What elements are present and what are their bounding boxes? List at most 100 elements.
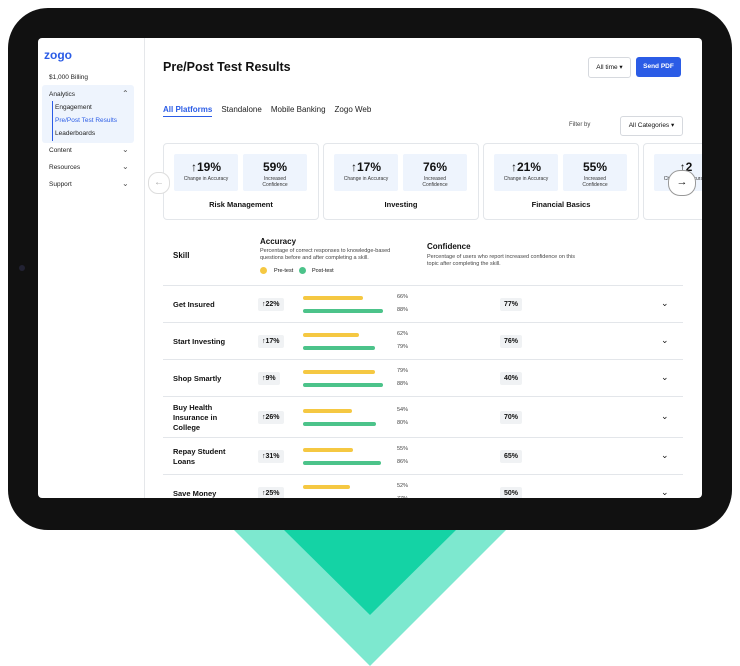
skill-name: Shop Smartly — [173, 373, 222, 383]
topic-name: Financial Basics — [531, 200, 591, 209]
legend-swatch — [260, 267, 267, 274]
skill-name: Buy Health Insurance in College — [173, 402, 218, 432]
prev-arrow[interactable]: ← — [148, 172, 170, 194]
pre-bar — [303, 332, 360, 337]
post-label: 77% — [397, 496, 408, 499]
pre-bar — [303, 447, 354, 452]
time-filter-label: All time — [596, 64, 618, 71]
change-pill: ↑22% — [258, 297, 284, 311]
nav-chevron: ⌄ — [122, 162, 129, 171]
confidence-label: Increased Confidence — [582, 176, 608, 188]
confidence-box: 76% Increased Confidence — [403, 154, 467, 191]
table-row[interactable]: Get Insured ↑22% 66% 88% 77% ⌄ — [163, 285, 683, 323]
table-row[interactable]: Start Investing ↑17% 62% 79% 76% ⌄ — [163, 322, 683, 360]
nav-item[interactable]: Leaderboards — [55, 130, 96, 137]
nav-group — [42, 85, 134, 143]
confidence-box: 59% Increased Confidence — [243, 154, 307, 191]
skill-name: Repay Student Loans — [173, 446, 226, 466]
confidence-pill: 40% — [500, 371, 523, 385]
skill-name: Save Money — [173, 488, 217, 498]
pre-label: 62% — [397, 330, 409, 337]
nav-chevron: ⌃ — [122, 89, 129, 98]
accuracy-label: Change in Accuracy — [183, 176, 229, 182]
nav-item[interactable]: Resources — [49, 164, 81, 171]
confidence-value: 55% — [582, 160, 608, 174]
category-filter[interactable]: All Categories ▾ — [620, 116, 683, 136]
tab[interactable]: Mobile Banking — [270, 105, 326, 114]
skill-name: Get Insured — [173, 299, 215, 309]
post-label: 79% — [397, 343, 409, 350]
expand-chevron[interactable]: ⌄ — [661, 371, 669, 382]
skill-header: Skill — [173, 251, 190, 260]
table-row[interactable]: Buy Health Insurance in College ↑26% 54% 80… — [163, 396, 683, 438]
confidence-box: 55% Increased Confidence — [563, 154, 627, 191]
change-pill: ↑26% — [258, 410, 284, 424]
accuracy-box: ↑19% Change in Accuracy — [174, 154, 238, 191]
table-row[interactable]: Save Money ↑25% 52% 77% 50% ⌄ — [163, 474, 683, 498]
accuracy-value: ↑17% — [350, 160, 382, 174]
confidence-pill: 50% — [500, 486, 523, 498]
pre-label: 66% — [397, 293, 409, 300]
table-row[interactable]: Repay Student Loans ↑31% 55% 86% 65% ⌄ — [163, 437, 683, 475]
pre-bar — [303, 295, 364, 300]
change-pill: ↑25% — [258, 486, 284, 498]
page-title: Pre/Post Test Results — [163, 60, 291, 74]
next-arrow[interactable]: → — [668, 170, 696, 196]
topic-card: ↑19% Change in Accuracy 59% Increased Confi… — [163, 143, 319, 220]
filter-label: Filter by — [569, 122, 591, 128]
screen: zogo $1,000 Billing Analytics ⌃ Engagement P… — [38, 38, 702, 498]
camera — [19, 265, 25, 271]
accuracy-label: Change in Accuracy — [503, 176, 549, 182]
nav-item[interactable]: $1,000 Billing — [49, 74, 89, 81]
accuracy-value: ↑19% — [190, 160, 222, 174]
legend-label: Pre-test — [274, 268, 294, 274]
change-pill: ↑9% — [258, 371, 280, 385]
nav-item[interactable]: Support — [49, 181, 72, 188]
pre-bar — [303, 408, 353, 413]
logo: zogo — [44, 48, 72, 62]
post-label: 88% — [397, 306, 409, 313]
accuracy-box: ↑21% Change in Accuracy — [494, 154, 558, 191]
post-label: 80% — [397, 419, 409, 426]
tabs: All Platforms Standalone Mobile Banking Zog… — [163, 105, 371, 117]
post-bar — [303, 345, 375, 350]
pre-bar — [303, 484, 351, 489]
accuracy-header: Accuracy — [260, 237, 297, 246]
accuracy-label: Change in Accuracy — [343, 176, 389, 182]
expand-chevron[interactable]: ⌄ — [661, 410, 669, 421]
legend-swatch — [299, 267, 306, 274]
topic-card: ↑21% Change in Accuracy 55% Increased Confi… — [483, 143, 639, 220]
table-row[interactable]: Shop Smartly ↑9% 79% 88% 40% ⌄ — [163, 359, 683, 397]
time-filter[interactable]: All time ▾ — [588, 57, 631, 78]
accuracy-value: ↑21% — [510, 160, 542, 174]
expand-chevron[interactable]: ⌄ — [661, 297, 669, 308]
nav-item[interactable]: Analytics — [49, 91, 76, 98]
post-bar — [303, 460, 382, 465]
send-pdf-button[interactable]: Send PDF — [636, 57, 681, 77]
confidence-label: Increased Confidence — [262, 176, 288, 188]
expand-chevron[interactable]: ⌄ — [661, 334, 669, 345]
topic-card: ↑17% Change in Accuracy 76% Increased Confi… — [323, 143, 479, 220]
expand-chevron[interactable]: ⌄ — [661, 486, 669, 497]
expand-chevron[interactable]: ⌄ — [661, 449, 669, 460]
pre-label: 54% — [397, 406, 409, 413]
pre-label: 79% — [397, 367, 409, 374]
nav-item[interactable]: Pre/Post Test Results — [55, 117, 118, 124]
confidence-value: 59% — [262, 160, 288, 174]
confidence-pill: 76% — [500, 334, 523, 348]
confidence-pill: 65% — [500, 449, 523, 463]
accuracy-box: ↑17% Change in Accuracy — [334, 154, 398, 191]
pre-bar — [303, 369, 375, 374]
nav-item[interactable]: Content — [49, 147, 72, 154]
nav-chevron: ⌄ — [122, 145, 129, 154]
skill-name: Start Investing — [173, 336, 226, 346]
tab[interactable]: All Platforms — [163, 105, 213, 117]
confidence-value: 76% — [422, 160, 448, 174]
change-pill: ↑31% — [258, 449, 284, 463]
confidence-pill: 77% — [500, 297, 523, 311]
accuracy-desc: Percentage of correct responses to knowl… — [260, 248, 391, 261]
nav-item[interactable]: Engagement — [55, 104, 92, 111]
tab[interactable]: Zogo Web — [334, 105, 372, 114]
tab[interactable]: Standalone — [221, 105, 262, 114]
